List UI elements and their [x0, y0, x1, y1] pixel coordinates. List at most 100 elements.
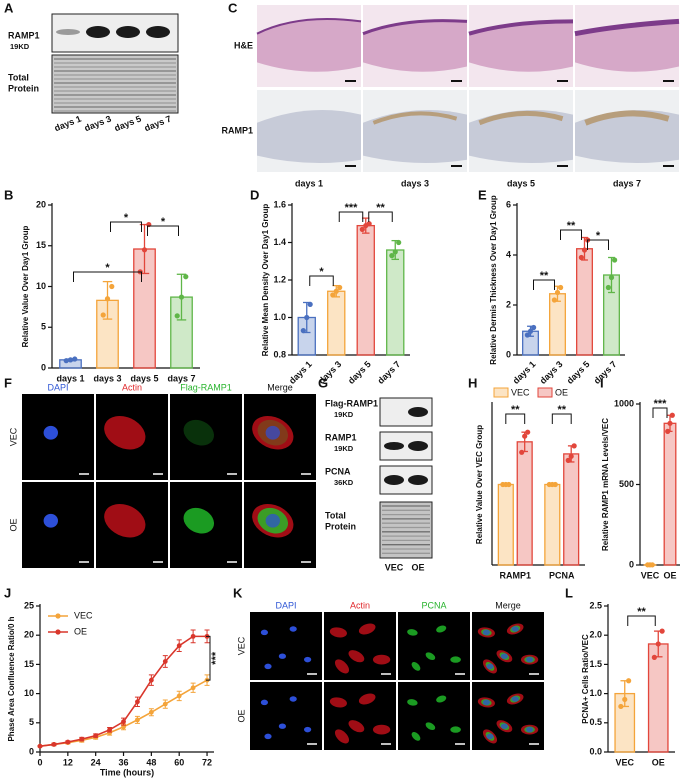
- x-tick-label: days 3: [93, 373, 121, 383]
- significance-label: **: [511, 404, 520, 416]
- legend-swatch: [493, 387, 509, 398]
- marker: [93, 733, 99, 739]
- y-tick-label: 0: [506, 349, 511, 359]
- blot-band: [56, 29, 80, 35]
- actin: [334, 729, 350, 744]
- significance-label: ***: [210, 651, 222, 665]
- column-label: days 3: [401, 178, 429, 188]
- green-signal: [183, 419, 215, 446]
- legend-swatch: [537, 387, 553, 398]
- x-tick-label: OE: [663, 570, 676, 580]
- legend-label: OE: [74, 626, 87, 636]
- stain: [372, 111, 458, 125]
- significance-bracket: [206, 635, 211, 681]
- lane-label: VEC: [385, 562, 404, 572]
- x-tick-label: days 7: [167, 373, 195, 383]
- channel-label: Flag-RAMP1: [180, 382, 232, 392]
- actin: [329, 697, 347, 708]
- significance-bracket: [110, 221, 142, 232]
- total-label: Protein: [325, 521, 356, 531]
- bar: [647, 643, 669, 753]
- band-label: RAMP1: [8, 30, 40, 40]
- bar: [497, 483, 514, 566]
- significance-bracket: [147, 225, 179, 236]
- data-point: [519, 449, 525, 455]
- nucleus: [511, 626, 519, 632]
- blot-band: [408, 475, 428, 485]
- micrograph: [250, 682, 322, 750]
- data-point: [558, 284, 564, 291]
- data-point: [552, 481, 558, 488]
- nucleus: [304, 656, 312, 663]
- band-size: 19KD: [334, 444, 354, 453]
- green-signal: [425, 652, 436, 661]
- nucleus: [264, 663, 272, 670]
- y-tick-label: 20: [24, 630, 34, 640]
- data-point: [72, 356, 78, 362]
- nucleus: [265, 513, 280, 528]
- panel-letter: I: [600, 375, 604, 390]
- band-size: 19KD: [334, 410, 354, 419]
- data-point: [174, 313, 180, 319]
- nucleus: [482, 629, 490, 636]
- nucleus: [264, 733, 272, 740]
- tissue: [257, 109, 361, 163]
- x-tick-label: VEC: [615, 757, 634, 767]
- data-point: [659, 628, 665, 634]
- bar: [327, 290, 346, 356]
- micrograph: [324, 612, 396, 680]
- stain: [584, 110, 670, 126]
- bar: [386, 249, 405, 356]
- y-tick-label: 25: [24, 600, 34, 610]
- significance-bracket: [560, 229, 582, 240]
- y-tick-label: 6: [506, 199, 511, 209]
- data-point: [551, 297, 557, 303]
- x-tick-label: 60: [174, 757, 184, 767]
- actin: [372, 724, 391, 735]
- green-signal: [411, 732, 421, 741]
- bar: [516, 441, 533, 566]
- panel-letter: D: [250, 187, 259, 202]
- panel-letter: A: [4, 0, 14, 15]
- nucleus: [500, 653, 508, 659]
- actin: [334, 659, 350, 674]
- green-signal: [450, 656, 461, 663]
- y-tick-label: 10: [24, 688, 34, 698]
- significance-label: *: [319, 266, 324, 278]
- data-point: [612, 257, 618, 263]
- column-label: days 5: [507, 178, 535, 188]
- x-tick-label: 0: [37, 757, 42, 767]
- channel-label: Merge: [495, 600, 521, 610]
- y-tick-label: 0.5: [589, 717, 602, 727]
- y-tick-label: 1.5: [589, 659, 602, 669]
- marker: [190, 633, 196, 639]
- marker: [121, 719, 126, 725]
- data-point: [396, 239, 402, 246]
- marker: [176, 693, 182, 699]
- actin: [358, 693, 376, 705]
- total-label: Protein: [8, 83, 39, 93]
- marker: [162, 701, 168, 707]
- data-point: [531, 324, 537, 331]
- nucleus: [304, 726, 312, 733]
- data-point: [183, 274, 189, 280]
- panel-letter: G: [318, 375, 328, 390]
- y-tick-label: 15: [36, 240, 46, 250]
- x-tick-label: days 7: [375, 359, 402, 386]
- y-tick-label: 1.2: [273, 274, 286, 284]
- data-point: [389, 253, 395, 259]
- band-size: 36KD: [334, 478, 354, 487]
- band-label: RAMP1: [325, 432, 357, 442]
- nucleus: [526, 656, 534, 663]
- marker: [121, 724, 126, 730]
- data-point: [63, 358, 69, 364]
- y-tick-label: 10: [36, 281, 46, 291]
- y-tick-label: 0: [41, 362, 46, 372]
- x-tick-label: PCNA: [549, 570, 575, 580]
- panel-letter: L: [565, 585, 573, 600]
- legend-label: VEC: [511, 387, 530, 397]
- data-point: [655, 641, 661, 647]
- bar: [356, 224, 375, 356]
- micrograph: [250, 612, 322, 680]
